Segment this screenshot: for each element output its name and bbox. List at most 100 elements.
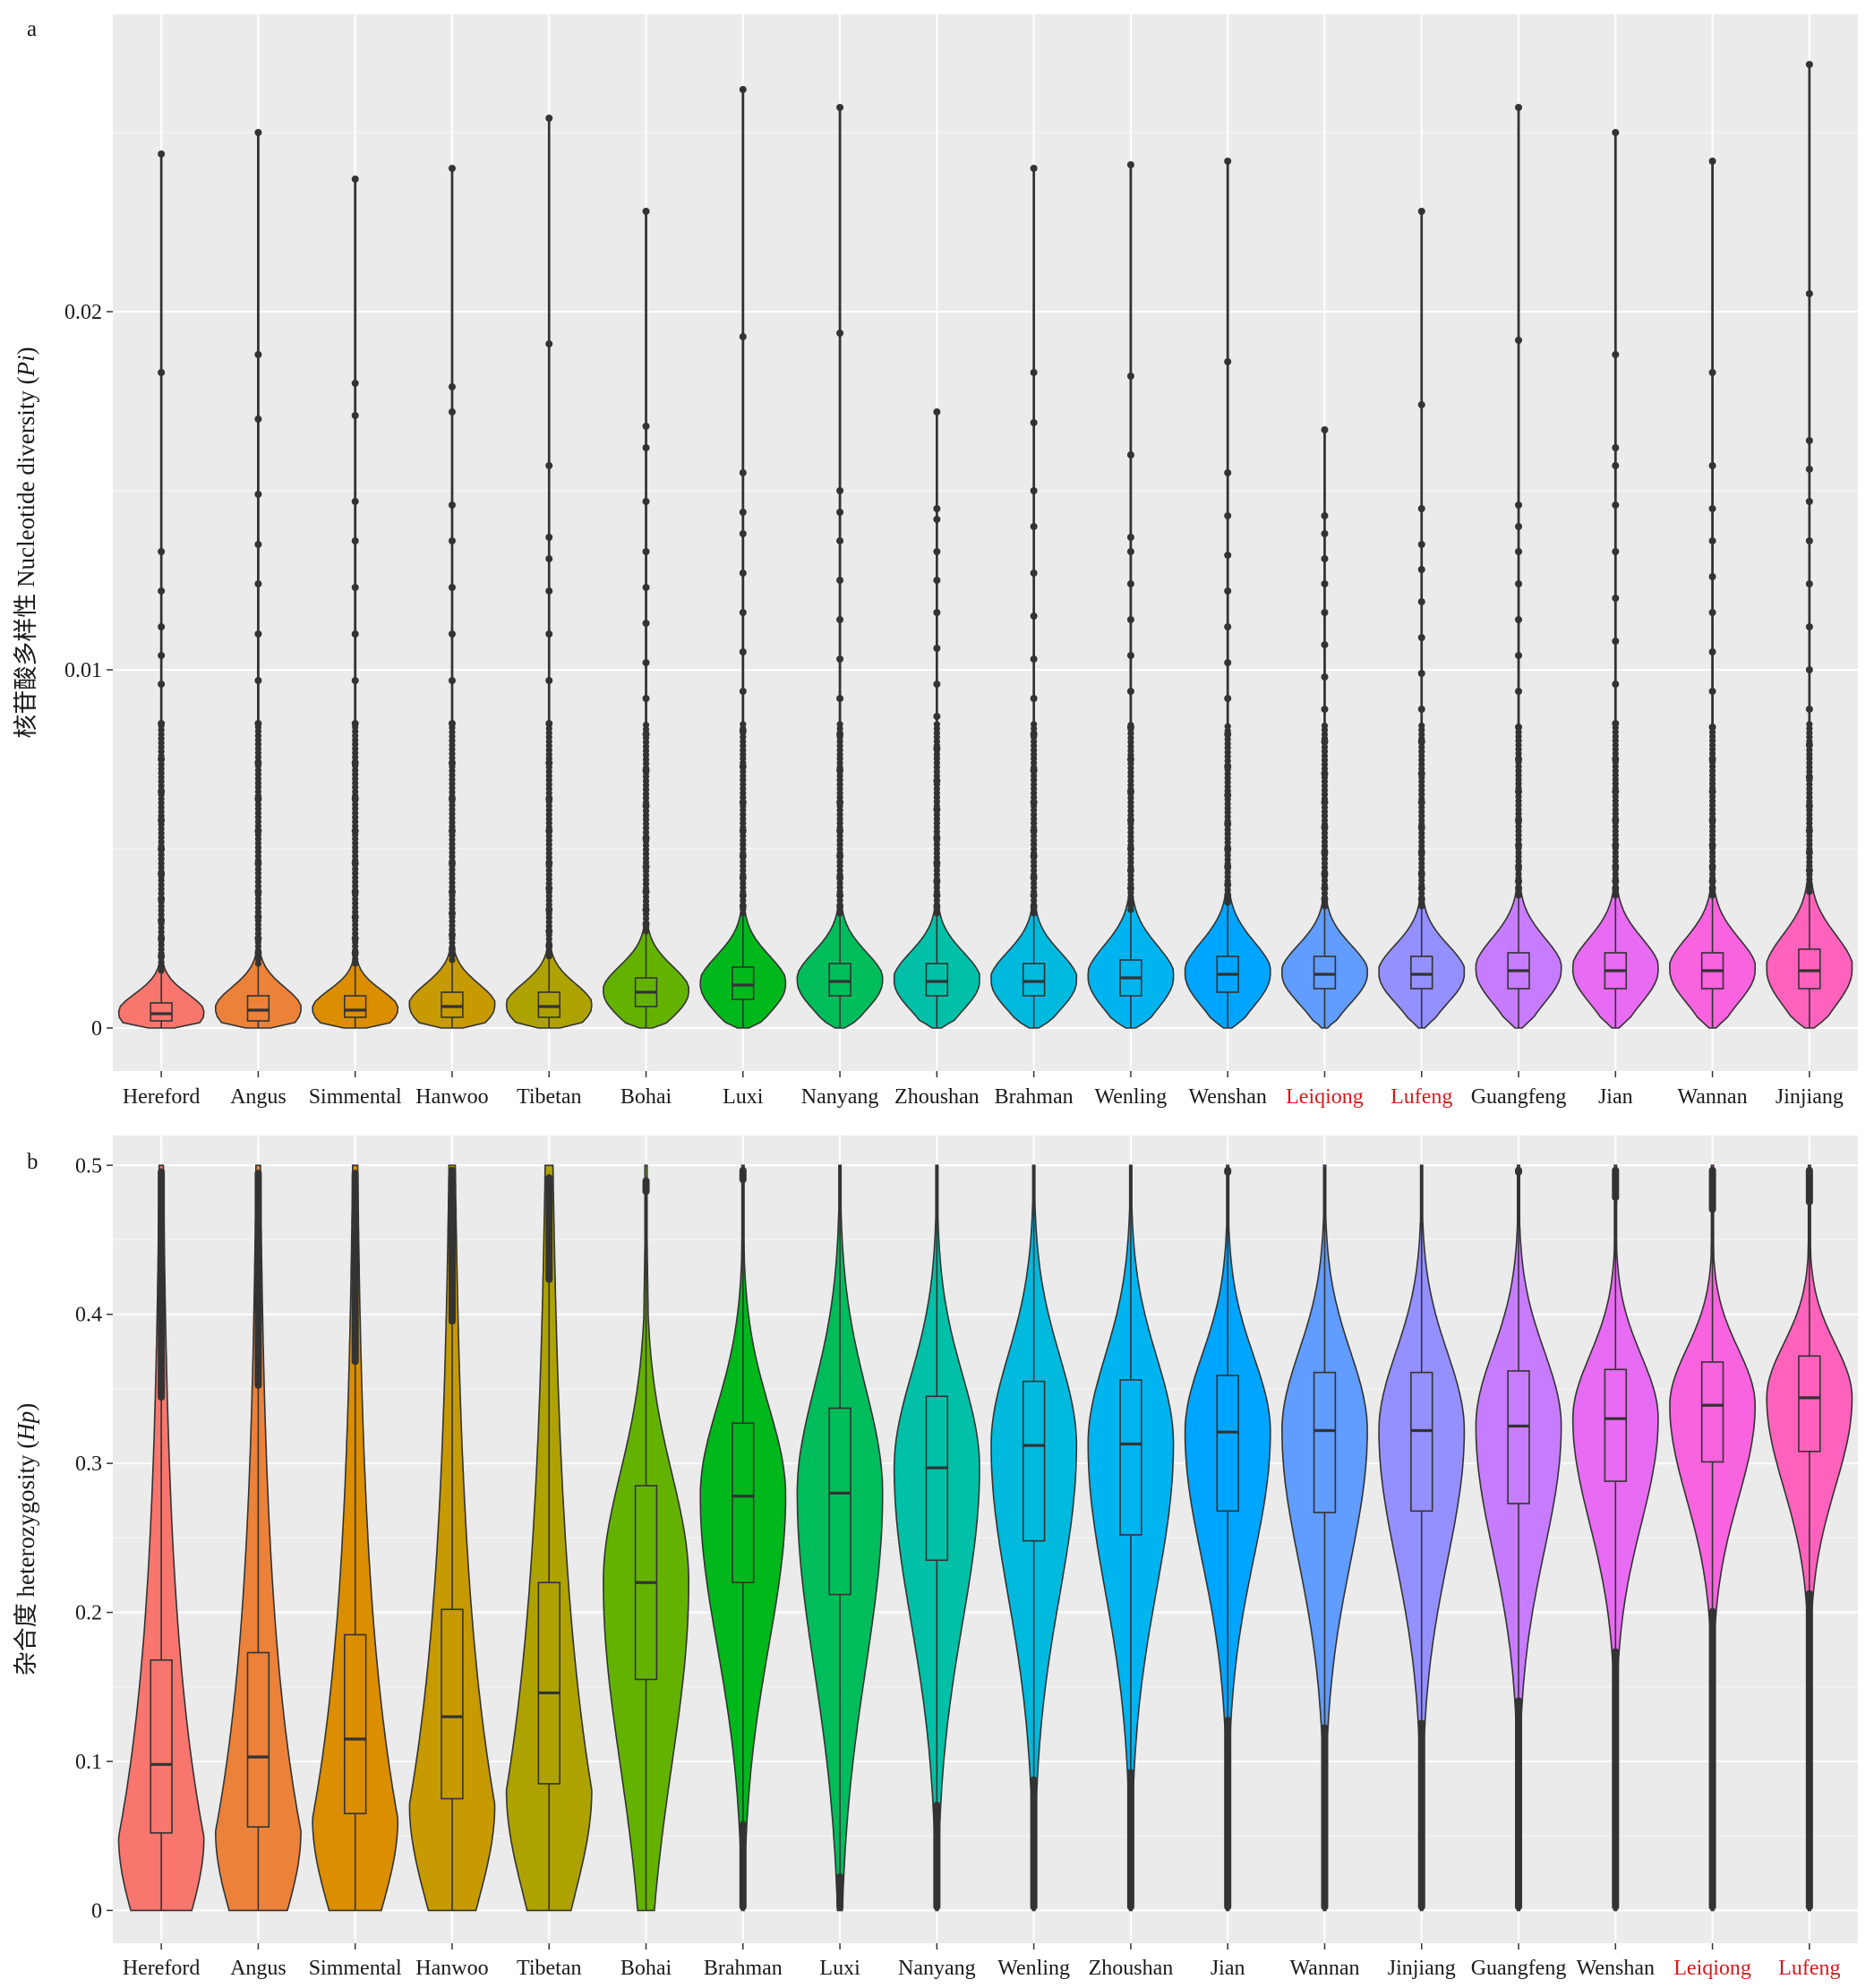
outlier-point [642, 423, 650, 430]
outlier-point [642, 888, 650, 895]
outlier-point [1417, 799, 1425, 806]
x-tick-label-nanyang: Nanyang [898, 1957, 976, 1980]
box-jinjiang [1798, 948, 1821, 990]
x-tick-label-luxi: Luxi [723, 1085, 764, 1109]
outlier-point [933, 745, 941, 752]
outlier-point [254, 949, 262, 956]
y-tick-label: 0.1 [75, 1751, 102, 1774]
outlier-point [1321, 555, 1329, 562]
outlier-point [739, 530, 747, 537]
outlier-point [351, 860, 359, 867]
outlier-point [1515, 817, 1523, 824]
violin-wenling [1087, 161, 1175, 1029]
x-tick-label-leiqiong: Leiqiong [1673, 1957, 1751, 1980]
outlier-point [1708, 885, 1716, 892]
outlier-point-max [1515, 104, 1523, 111]
box-lufeng [1798, 1355, 1821, 1452]
violin-zhoushan [893, 408, 980, 1029]
x-tick-label-hanwoo: Hanwoo [415, 1957, 488, 1980]
outlier-point [1805, 537, 1813, 544]
outlier-point [1708, 369, 1716, 376]
outlier-point [545, 587, 553, 595]
x-tick-label-angus: Angus [230, 1957, 287, 1980]
outliers-low [836, 1872, 844, 1911]
outlier-point [1805, 623, 1813, 630]
outlier-point [836, 827, 844, 835]
outlier-point [448, 795, 456, 802]
outliers-low [1805, 1590, 1813, 1911]
outlier-point [1030, 570, 1038, 577]
outlier-point [1708, 573, 1716, 580]
violin-leiqiong [1281, 426, 1368, 1029]
panel-b: 0 0.1 0.2 0.3 0.4 0.5 杂合度 heterozygosity (Hp) b… [13, 1135, 1858, 1980]
outlier-point [1030, 827, 1038, 835]
outlier-point [1417, 598, 1425, 605]
outliers-high [1805, 1166, 1813, 1206]
outlier-point [836, 731, 844, 738]
y-axis-title: 杂合度 heterozygosity (Hp) [13, 1403, 39, 1675]
outlier-point [1224, 695, 1232, 702]
outlier-point [1126, 451, 1134, 458]
box-zhoushan [1119, 1379, 1142, 1536]
outlier-point [642, 620, 650, 627]
outlier-point [1805, 827, 1813, 835]
outlier-point [1030, 695, 1038, 702]
x-tick-label-lufeng: Lufeng [1391, 1085, 1452, 1109]
outlier-point [1126, 534, 1134, 541]
outlier-point [351, 935, 359, 942]
x-tick-label-leiqiong: Leiqiong [1286, 1085, 1364, 1109]
outlier-point [448, 910, 456, 917]
outlier-point [1030, 656, 1038, 663]
box-leiqiong [1313, 955, 1337, 990]
outlier-point [836, 721, 843, 728]
outliers-low [933, 1801, 941, 1911]
outlier-point [448, 537, 456, 544]
x-tick-label-wenshan: Wenshan [1577, 1957, 1655, 1980]
outliers-low [1224, 1717, 1232, 1911]
outlier-point [1515, 501, 1523, 509]
outlier-point [1515, 842, 1523, 849]
box-luxi [828, 1407, 851, 1596]
outlier-point [1612, 638, 1620, 645]
y-axis-title-symbol: Pi [13, 355, 39, 377]
violin-jinjiang [1378, 1164, 1466, 1912]
outlier-point [1708, 724, 1716, 731]
box-wenling [1022, 1380, 1046, 1542]
outlier-point [1224, 845, 1232, 853]
violin-tibetan [505, 1164, 593, 1912]
outlier-point [1224, 512, 1232, 519]
outlier-point [1321, 870, 1329, 878]
outlier-point [1224, 892, 1232, 899]
violin-brahman [990, 165, 1078, 1029]
outlier-point-max [158, 150, 166, 158]
outlier-point [1030, 731, 1038, 738]
outlier-point [1126, 548, 1134, 555]
outlier-point [448, 946, 456, 953]
x-tick-label-jian: Jian [1598, 1085, 1633, 1109]
outlier-point [1030, 613, 1038, 620]
outlier-point [158, 870, 166, 878]
outlier-point [836, 487, 844, 494]
outlier-point [1321, 770, 1329, 777]
outlier-point [1030, 853, 1038, 860]
y-tick-label: 0.2 [75, 1602, 102, 1625]
x-tick-label-brahman: Brahman [704, 1957, 783, 1980]
x-tick-label-zhoushan: Zhoushan [894, 1085, 980, 1109]
outlier-point [739, 469, 747, 476]
outlier-point [933, 777, 941, 784]
outlier-point [1224, 820, 1232, 827]
box-hanwoo [441, 1608, 464, 1800]
outlier-point [836, 767, 844, 774]
outlier-point [1612, 817, 1620, 824]
outlier-point [254, 827, 262, 835]
x-tick-label-hereford: Hereford [123, 1957, 201, 1980]
outlier-point [642, 802, 650, 810]
outlier-point [1030, 419, 1038, 426]
outlier-point [1126, 817, 1134, 824]
outlier-point [254, 677, 262, 684]
outlier-point [836, 874, 844, 881]
y-tick-label: 0.5 [75, 1154, 102, 1178]
outlier-point-max [1224, 158, 1232, 165]
violin-zhoushan [1087, 1164, 1175, 1912]
outlier-point [254, 935, 262, 942]
